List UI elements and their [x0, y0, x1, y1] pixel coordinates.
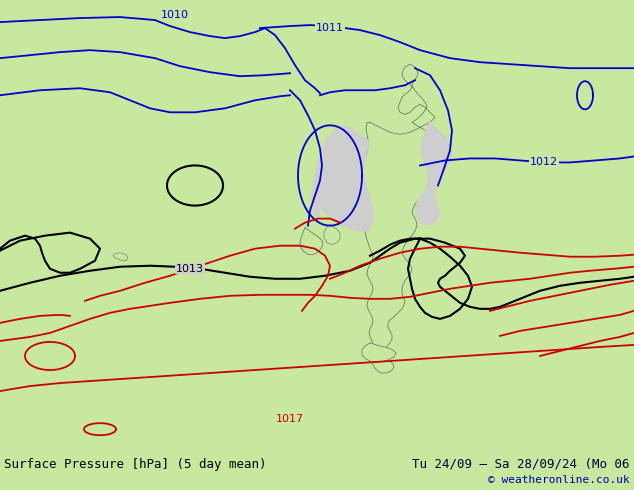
Polygon shape — [300, 228, 323, 255]
Polygon shape — [0, 391, 634, 453]
Text: 1011: 1011 — [316, 23, 344, 33]
Polygon shape — [0, 0, 634, 147]
Polygon shape — [312, 126, 373, 231]
Polygon shape — [416, 122, 452, 224]
Text: Surface Pressure [hPa] (5 day mean): Surface Pressure [hPa] (5 day mean) — [4, 458, 266, 471]
Polygon shape — [362, 343, 396, 362]
Text: 1012: 1012 — [530, 157, 558, 168]
Polygon shape — [362, 64, 438, 373]
Text: 1013: 1013 — [176, 264, 204, 274]
Text: © weatheronline.co.uk: © weatheronline.co.uk — [488, 475, 630, 485]
Polygon shape — [324, 224, 340, 245]
Polygon shape — [113, 253, 128, 261]
Text: 1017: 1017 — [276, 414, 304, 424]
Text: Tu 24/09 – Sa 28/09/24 (Mo 06: Tu 24/09 – Sa 28/09/24 (Mo 06 — [413, 458, 630, 471]
Text: 1010: 1010 — [161, 10, 189, 20]
